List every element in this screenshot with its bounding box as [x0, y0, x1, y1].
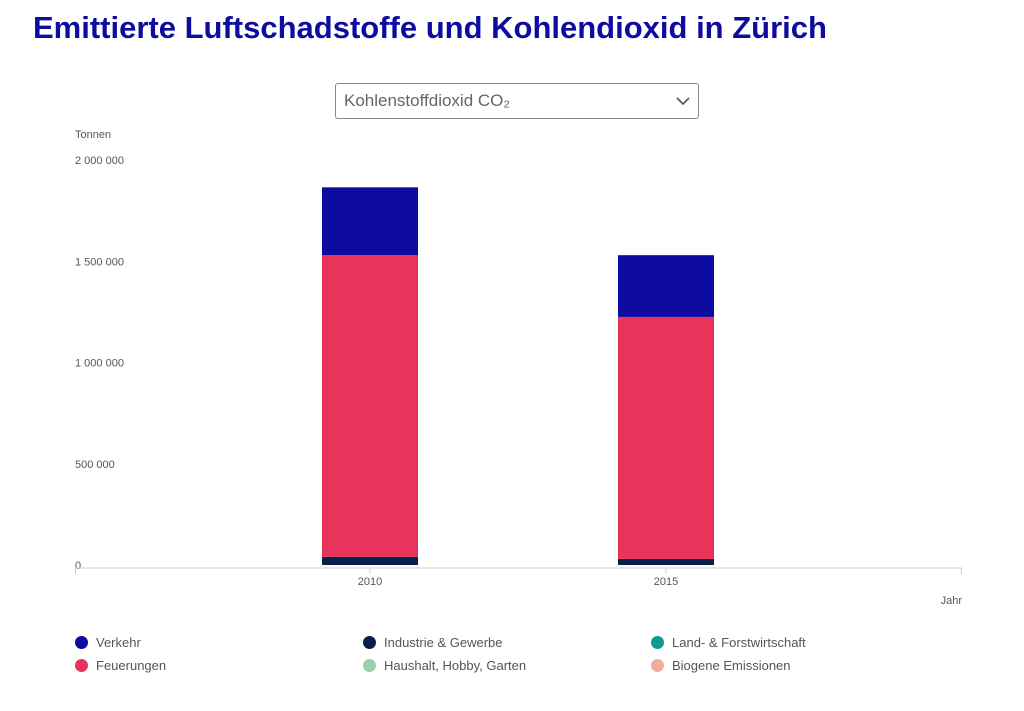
y-tick-label: 0 [75, 560, 81, 572]
y-tick-label: 500 000 [75, 459, 115, 471]
legend-dot-icon [75, 636, 88, 649]
pollutant-select-value: Kohlenstoffdioxid CO₂ [344, 91, 510, 110]
bar-segment-2010 [322, 187, 418, 256]
legend-item[interactable]: Feuerungen [75, 658, 166, 673]
legend-item[interactable]: Land- & Forstwirtschaft [651, 635, 806, 650]
x-tick-label: 2010 [358, 576, 382, 588]
bar-segment-2015 [618, 316, 714, 559]
legend-dot-icon [651, 636, 664, 649]
legend-dot-icon [651, 659, 664, 672]
x-axis-label: Jahr [941, 595, 963, 607]
pollutant-select[interactable]: Kohlenstoffdioxid CO₂ [335, 83, 699, 119]
legend-label: Land- & Forstwirtschaft [672, 635, 806, 650]
legend-label: Feuerungen [96, 658, 167, 673]
legend-label: Industrie & Gewerbe [384, 635, 503, 650]
legend-label: Biogene Emissionen [672, 658, 791, 673]
legend-item[interactable]: Verkehr [75, 635, 141, 650]
bar-segment-2010 [322, 255, 418, 557]
page-title: Emittierte Luftschadstoffe und Kohlendio… [33, 10, 827, 45]
chevron-down-icon [676, 97, 690, 106]
bar-segment-2015 [618, 255, 714, 317]
y-axis-label: Tonnen [75, 129, 111, 141]
legend-label: Verkehr [96, 635, 141, 650]
legend-item[interactable]: Industrie & Gewerbe [363, 635, 503, 650]
y-tick-label: 1 500 000 [75, 256, 124, 268]
legend-item[interactable]: Haushalt, Hobby, Garten [363, 658, 526, 673]
y-tick-label: 1 000 000 [75, 358, 124, 370]
legend-dot-icon [75, 659, 88, 672]
bar-segment-2010 [322, 556, 418, 565]
legend-item[interactable]: Biogene Emissionen [651, 658, 791, 673]
x-tick-label: 2015 [654, 576, 678, 588]
y-tick-label: 2 000 000 [75, 155, 124, 167]
legend-dot-icon [363, 659, 376, 672]
legend-dot-icon [363, 636, 376, 649]
bar-segment-2015 [618, 558, 714, 565]
legend-label: Haushalt, Hobby, Garten [384, 658, 527, 673]
